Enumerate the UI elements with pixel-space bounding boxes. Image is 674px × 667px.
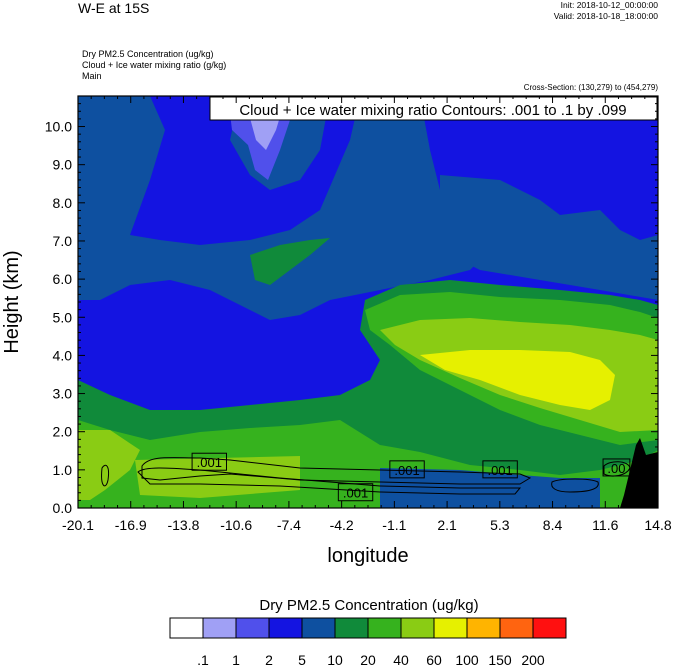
y-tick-label: 0.0	[53, 500, 73, 516]
x-tick-label: 11.6	[592, 517, 618, 533]
field-band-10-right	[440, 175, 658, 300]
x-tick-label: -4.2	[330, 517, 354, 533]
contour-label: .001	[343, 486, 368, 501]
cloud-contour-5	[101, 464, 109, 487]
contour-label-box	[389, 460, 425, 479]
legend-swatch	[301, 617, 336, 639]
contour-label: .001	[487, 463, 512, 478]
x-tick-label: 5.3	[490, 517, 510, 533]
y-tick-label: 6.0	[53, 271, 73, 287]
field-band-20-blob	[250, 238, 330, 285]
field-label-pm25: Dry PM2.5 Concentration (ug/kg)	[82, 49, 214, 59]
field-band-5-upper	[130, 96, 360, 245]
legend-label: 5	[298, 652, 306, 667]
valid-time: Valid: 2018-10-18_18:00:00	[553, 11, 658, 21]
y-tick-label: 9.0	[53, 157, 73, 173]
legend-swatch	[169, 617, 204, 639]
field-band-60-left	[78, 430, 140, 500]
contour-label: .00	[607, 461, 625, 476]
legend-swatch	[334, 617, 369, 639]
field-band-100	[420, 350, 615, 410]
legend-swatch	[400, 617, 435, 639]
legend-swatch	[202, 617, 237, 639]
pm25-field	[78, 96, 658, 508]
legend-label: 60	[426, 652, 442, 667]
cloud-contour-1	[141, 457, 532, 485]
y-tick-label: 3.0	[53, 386, 73, 402]
contour-info-box: Cloud + Ice water mixing ratio Contours:…	[209, 96, 658, 121]
field-band-60-lower	[135, 456, 300, 498]
x-axis: -20.1 -16.9 -13.8 -10.6 -7.4 -4.2 -1.1 2.1 5.3 8.…	[62, 96, 672, 533]
cross-section-label: Cross-Section: (130,279) to (454,279)	[523, 83, 658, 92]
legend-label: 2	[265, 652, 273, 667]
x-tick-label: -1.1	[382, 517, 406, 533]
legend-label: 1	[232, 652, 240, 667]
field-band-40-lower-mid	[300, 470, 380, 508]
x-tick-label: 2.1	[437, 517, 457, 533]
legend-label: 10	[327, 652, 343, 667]
terrain	[620, 438, 658, 508]
legend-title: Dry PM2.5 Concentration (ug/kg)	[259, 597, 478, 614]
x-tick-label: -7.4	[277, 517, 301, 533]
contour-label-box	[337, 483, 374, 502]
y-axis-title: Height (km)	[1, 250, 23, 353]
x-tick-label: -10.6	[220, 517, 252, 533]
y-axis: 0.0 1.0 2.0 3.0 4.0 5.0 6.0 7.0 8.0 9.0 10.0	[45, 95, 658, 516]
y-tick-label: 4.0	[53, 347, 73, 363]
legend: Dry PM2.5 Concentration (ug/kg) .1 1 2 5 10 2…	[169, 597, 567, 667]
legend-swatch	[466, 617, 501, 639]
init-time: Init: 2018-10-12_00:00:00	[560, 0, 658, 10]
cloud-contour-3	[551, 478, 599, 493]
legend-label: 150	[488, 652, 512, 667]
y-tick-label: 2.0	[53, 424, 73, 440]
contour-labels: .001 .001 .001 .001 .00	[191, 452, 631, 502]
legend-swatch	[532, 617, 567, 639]
x-tick-label: 8.4	[543, 517, 563, 533]
field-label-main: Main	[82, 71, 102, 81]
plot-title: W-E at 15S	[78, 0, 150, 16]
legend-swatch	[499, 617, 534, 639]
y-tick-label: 7.0	[53, 233, 73, 249]
contour-label: .001	[394, 463, 419, 478]
x-tick-label: -20.1	[62, 517, 94, 533]
legend-label: .1	[197, 652, 209, 667]
contour-label-box	[191, 452, 227, 471]
contour-label-box	[602, 458, 631, 477]
contour-label: .001	[197, 455, 222, 470]
legend-label: 200	[521, 652, 545, 667]
y-tick-label: 8.0	[53, 195, 73, 211]
legend-label: 20	[360, 652, 376, 667]
field-label-cloud-ice: Cloud + Ice water mixing ratio (g/kg)	[82, 60, 227, 70]
x-tick-label: 14.8	[644, 517, 671, 533]
legend-swatch	[367, 617, 402, 639]
legend-label: 40	[393, 652, 409, 667]
x-tick-label: -13.8	[167, 517, 199, 533]
y-tick-label: 1.0	[53, 462, 73, 478]
legend-swatch	[433, 617, 468, 639]
legend-swatch	[235, 617, 270, 639]
legend-swatch	[268, 617, 303, 639]
legend-label: 100	[455, 652, 479, 667]
y-tick-label: 10.0	[45, 119, 72, 135]
y-tick-label: 5.0	[53, 309, 73, 325]
contour-label-box	[482, 460, 518, 479]
x-tick-label: -16.9	[115, 517, 147, 533]
contour-info-text: Cloud + Ice water mixing ratio Contours:…	[239, 102, 626, 119]
x-axis-title: longitude	[327, 545, 408, 567]
